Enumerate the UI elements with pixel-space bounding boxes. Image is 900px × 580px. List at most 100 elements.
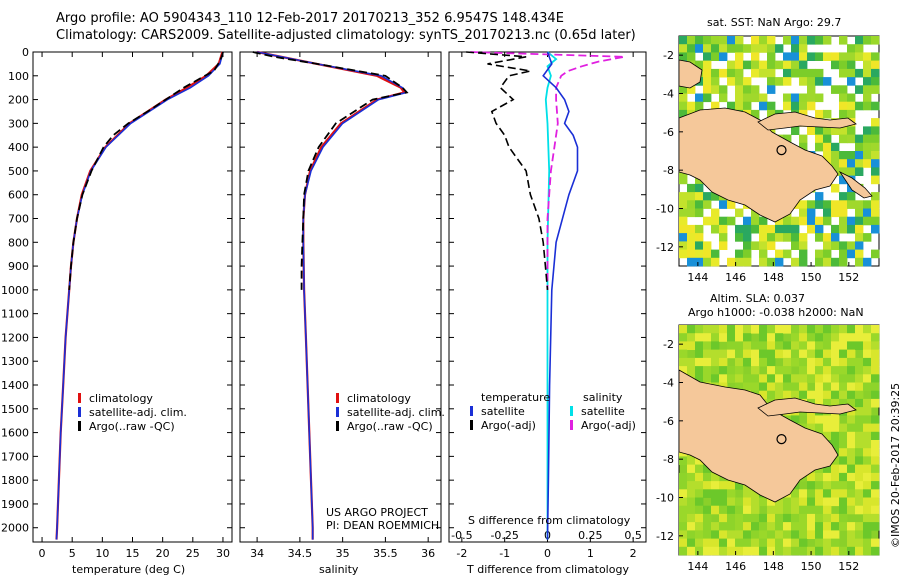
map-cell: [751, 216, 760, 226]
map-cell: [751, 93, 760, 103]
map-cell: [775, 224, 784, 234]
map-cell: [839, 134, 848, 144]
map-cell: [847, 192, 856, 201]
map-cell: [783, 325, 792, 334]
map-x-tick-label: 152: [838, 271, 859, 284]
map-cell: [735, 93, 744, 103]
map-cell: [703, 538, 712, 548]
map-cell: [679, 497, 688, 507]
map-cell: [751, 224, 760, 234]
map-cell: [759, 546, 768, 556]
map-cell: [759, 60, 768, 70]
map-cell: [831, 85, 840, 94]
map-cell: [799, 374, 808, 383]
map-cell: [855, 390, 864, 400]
map-cell: [783, 134, 792, 144]
map-cell: [863, 481, 872, 490]
map-cell: [871, 167, 880, 176]
map-cell: [687, 200, 696, 209]
map-cell: [847, 366, 856, 375]
map-cell: [679, 481, 688, 490]
map-x-tick-label: 146: [725, 271, 746, 284]
map-cell: [695, 464, 704, 474]
map-cell: [783, 530, 792, 539]
map-cell: [767, 224, 776, 234]
map-cell: [839, 357, 848, 367]
map-cell: [783, 101, 792, 111]
map-cell: [871, 333, 880, 342]
map-cell: [863, 472, 872, 482]
map-cell: [855, 398, 864, 408]
map-cell: [807, 93, 816, 103]
map-cell: [711, 224, 720, 234]
map-y-tick-label: -4: [663, 377, 674, 390]
map-cell: [703, 522, 712, 531]
map-x-tick-label: 144: [687, 271, 708, 284]
map-cell: [791, 538, 800, 548]
sal-legend-climatology: climatology: [336, 392, 411, 405]
map-cell: [783, 357, 792, 367]
map-cell: [767, 109, 776, 119]
map-cell: [719, 224, 728, 234]
map-cell: [839, 431, 848, 441]
map-cell: [839, 208, 848, 218]
map-cell: [815, 357, 824, 367]
map-cell: [847, 249, 856, 259]
sst-map-axes: 144 146 148 150 152 -2 -4 -6 -8 -10 -12: [656, 49, 859, 284]
depth-tick-label: 500: [8, 165, 29, 178]
map-cell: [767, 497, 776, 507]
map-cell: [679, 200, 688, 209]
map-cell: [703, 68, 712, 78]
map-cell: [743, 60, 752, 70]
map-cell: [743, 530, 752, 539]
map-cell: [679, 93, 688, 103]
map-cell: [791, 233, 800, 242]
map-cell: [743, 538, 752, 548]
map-cell: [823, 382, 832, 392]
map-cell: [711, 481, 720, 490]
map-cell: [799, 77, 808, 86]
map-cell: [831, 431, 840, 441]
map-cell: [871, 398, 880, 408]
map-cell: [759, 374, 768, 383]
map-cell: [871, 357, 880, 367]
map-cell: [719, 44, 728, 53]
map-cell: [871, 423, 880, 433]
map-cell: [727, 538, 736, 548]
x-tick-label: 36: [421, 547, 435, 560]
map-cell: [695, 257, 704, 267]
map-cell: [759, 390, 768, 400]
map-cell: [823, 464, 832, 474]
map-cell: [815, 325, 824, 334]
map-cell: [743, 489, 752, 498]
map-cell: [831, 464, 840, 474]
map-cell: [855, 101, 864, 111]
map-cell: [783, 68, 792, 78]
map-cell: [719, 333, 728, 342]
map-cell: [839, 325, 848, 334]
temp-legend-climatology: climatology: [78, 392, 153, 405]
map-cell: [855, 505, 864, 515]
map-cell: [679, 36, 688, 45]
map-cell: [735, 44, 744, 53]
map-cell: [695, 349, 704, 359]
map-cell: [847, 224, 856, 234]
map-cell: [743, 341, 752, 350]
map-cell: [815, 505, 824, 515]
map-cell: [863, 333, 872, 342]
map-cell: [863, 546, 872, 556]
map-cell: [855, 366, 864, 375]
x-tick-label: 34.5: [288, 547, 313, 560]
map-cell: [791, 505, 800, 515]
map-cell: [711, 538, 720, 548]
map-cell: [831, 233, 840, 242]
sla-argo-position: [776, 434, 787, 445]
map-cell: [703, 546, 712, 556]
map-cell: [839, 93, 848, 103]
map-cell: [855, 325, 864, 334]
map-cell: [743, 257, 752, 267]
map-cell: [767, 68, 776, 78]
map-cell: [695, 505, 704, 515]
map-cell: [695, 538, 704, 548]
map-cell: [719, 513, 728, 523]
